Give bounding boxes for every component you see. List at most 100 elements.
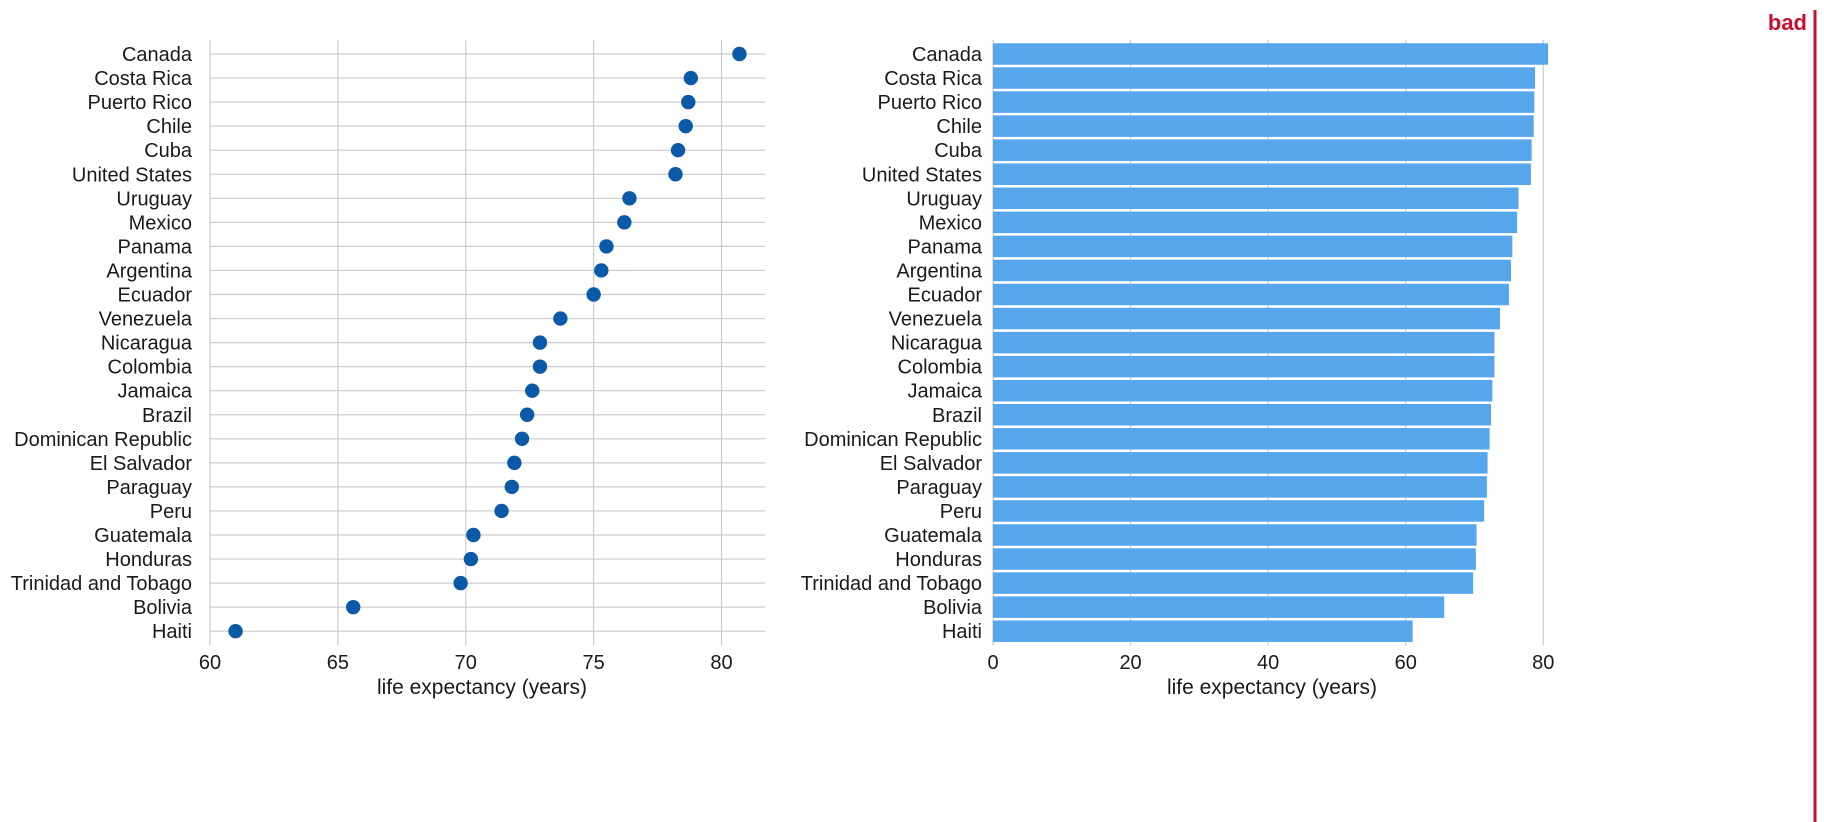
data-point: [514, 431, 530, 446]
bar: [993, 500, 1485, 522]
data-point: [678, 118, 693, 134]
data-point: [346, 599, 361, 615]
bar: [993, 67, 1536, 89]
category-label: Ecuador: [118, 285, 193, 307]
bar: [993, 115, 1534, 137]
bar: [993, 43, 1549, 65]
category-label: Paraguay: [896, 477, 982, 499]
category-label: El Salvador: [90, 453, 193, 475]
bar: [993, 307, 1500, 330]
category-label: Bolivia: [923, 597, 983, 619]
data-point: [622, 191, 637, 206]
category-label: El Salvador: [880, 453, 983, 475]
category-label: Costa Rica: [94, 68, 193, 90]
data-point: [228, 624, 243, 639]
category-label: Uruguay: [116, 188, 192, 210]
data-point: [681, 94, 696, 110]
bar: [993, 476, 1487, 498]
data-point: [670, 143, 686, 158]
category-label: Bolivia: [133, 597, 193, 619]
bar: [993, 452, 1488, 474]
category-label: Nicaragua: [891, 333, 983, 355]
bar: [993, 259, 1511, 282]
category-label: Honduras: [895, 549, 982, 571]
data-point: [683, 70, 699, 86]
bar: [993, 283, 1509, 306]
bar: [993, 331, 1495, 354]
category-label: Uruguay: [906, 188, 982, 210]
data-point: [507, 455, 522, 471]
x-tick-label: 75: [583, 652, 605, 674]
category-label: Honduras: [105, 549, 192, 571]
category-label: Ecuador: [908, 285, 983, 307]
bar: [993, 163, 1531, 185]
bar: [993, 548, 1476, 570]
category-label: Brazil: [932, 405, 982, 427]
bar: [993, 235, 1513, 258]
x-tick-label: 20: [1119, 652, 1141, 674]
x-tick-label: 80: [710, 652, 732, 674]
bar: [993, 91, 1535, 113]
category-label: Panama: [118, 236, 193, 258]
category-label: Dominican Republic: [14, 429, 192, 451]
category-label: Canada: [122, 44, 193, 66]
category-label: Brazil: [142, 405, 192, 427]
category-label: Trinidad and Tobago: [801, 573, 982, 595]
category-label: Guatemala: [884, 525, 983, 547]
bar: [993, 428, 1490, 450]
data-point: [463, 551, 479, 567]
x-axis-title: life expectancy (years): [1167, 676, 1377, 699]
category-label: Peru: [150, 501, 192, 523]
category-label: Canada: [912, 44, 983, 66]
x-tick-label: 60: [199, 652, 221, 674]
x-tick-label: 40: [1257, 652, 1279, 674]
bar: [993, 404, 1492, 426]
data-point: [466, 527, 481, 543]
category-label: Colombia: [108, 357, 193, 379]
category-label: Mexico: [129, 212, 192, 234]
data-point: [532, 335, 548, 350]
bar: [993, 139, 1532, 161]
category-label: United States: [862, 164, 982, 186]
x-tick-label: 70: [455, 652, 477, 674]
x-tick-label: 60: [1395, 652, 1417, 674]
category-label: Peru: [940, 501, 982, 523]
bar: [993, 620, 1413, 642]
data-point: [525, 383, 540, 398]
category-label: Trinidad and Tobago: [11, 573, 192, 595]
bar: [993, 355, 1495, 378]
data-point: [504, 479, 519, 495]
bar: [993, 187, 1519, 210]
bad-label: bad: [1768, 10, 1807, 35]
data-point: [453, 575, 468, 591]
category-label: Costa Rica: [884, 68, 983, 90]
category-label: Venezuela: [99, 309, 193, 331]
category-label: Argentina: [896, 260, 982, 282]
category-label: Argentina: [106, 260, 192, 282]
data-point: [617, 215, 632, 230]
category-label: Jamaica: [908, 381, 983, 403]
category-label: Jamaica: [118, 381, 193, 403]
category-label: Panama: [908, 236, 983, 258]
data-point: [553, 311, 568, 326]
category-label: Chile: [936, 116, 982, 138]
x-tick-label: 80: [1532, 652, 1554, 674]
category-label: United States: [72, 164, 192, 186]
bar: [993, 596, 1445, 618]
bar: [993, 211, 1518, 234]
data-point: [586, 287, 601, 302]
data-point: [668, 167, 683, 182]
category-label: Puerto Rico: [878, 92, 983, 114]
category-label: Nicaragua: [101, 333, 193, 355]
bad-badge: bad: [1768, 10, 1817, 822]
data-point: [732, 46, 747, 62]
category-label: Colombia: [898, 357, 983, 379]
data-point: [532, 359, 548, 374]
data-point: [494, 503, 509, 519]
category-label: Mexico: [919, 212, 982, 234]
category-label: Venezuela: [889, 309, 983, 331]
bar: [993, 524, 1477, 546]
